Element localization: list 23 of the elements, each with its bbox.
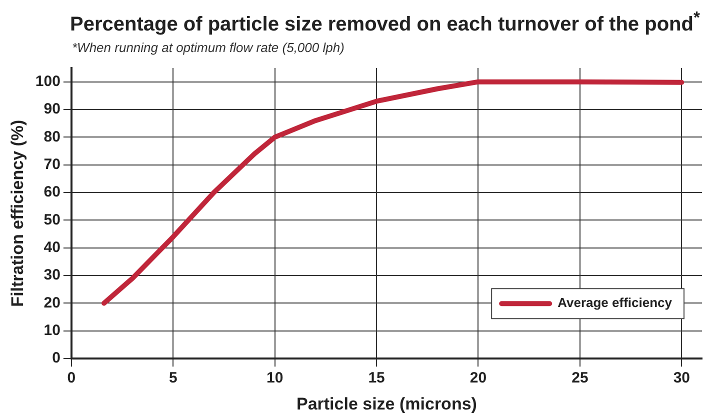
x-tick-label: 0 (67, 370, 76, 387)
chart-title: Percentage of particle size removed on each turnover of the pond$^{*}$ (70, 8, 700, 37)
x-tick-label: 15 (368, 370, 385, 387)
y-tick-label: 30 (44, 266, 60, 284)
legend-label: Average efficiency (558, 295, 673, 310)
y-tick-label: 10 (44, 322, 60, 340)
y-axis-title: Filtration efficiency (%) (8, 120, 27, 307)
y-tick-label: 20 (44, 294, 60, 312)
y-tick-label: 80 (44, 128, 60, 146)
x-tick-label: 30 (673, 370, 690, 387)
x-tick-label: 20 (470, 370, 487, 387)
y-tick-label: 70 (44, 156, 60, 174)
y-tick-label: 100 (35, 72, 60, 90)
y-tick-label: 50 (44, 211, 60, 228)
chart-subtitle: *When running at optimum flow rate (5,000 lph) (72, 40, 344, 55)
x-axis-title: Particle size (microns) (296, 394, 477, 414)
x-tick-label: 5 (168, 370, 178, 387)
y-tick-label: 40 (44, 239, 60, 256)
x-tick-label: 10 (266, 370, 284, 387)
y-tick-label: 0 (52, 350, 60, 367)
y-tick-label: 60 (44, 184, 60, 201)
y-tick-label: 90 (44, 100, 60, 118)
x-tick-label: 25 (572, 370, 588, 387)
